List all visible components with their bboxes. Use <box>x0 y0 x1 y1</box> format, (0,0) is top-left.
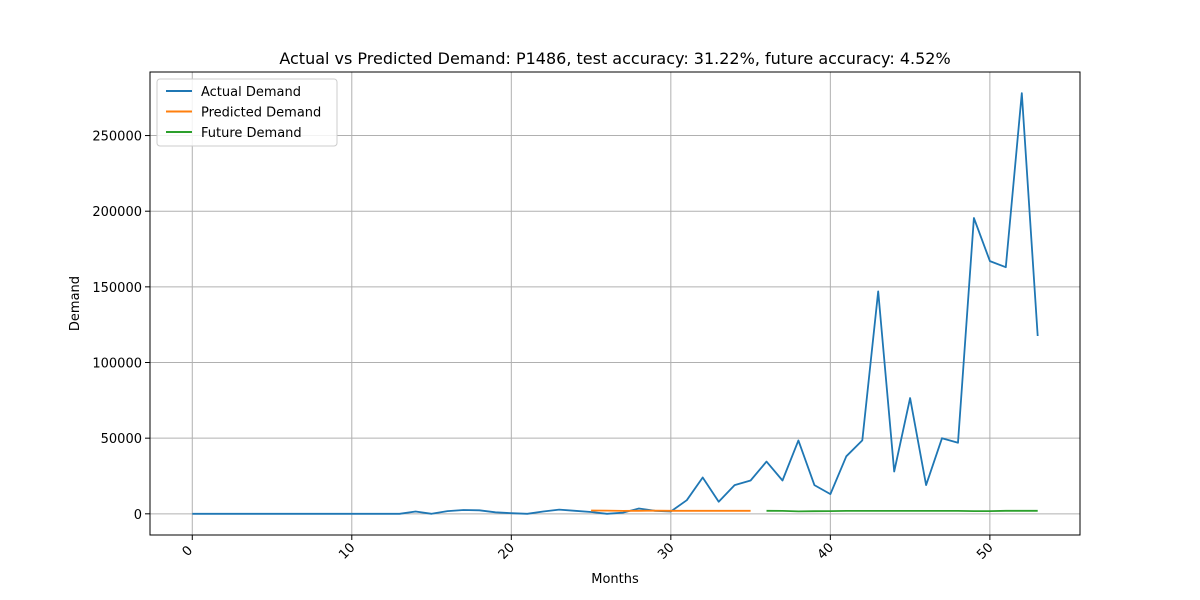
chart-title: Actual vs Predicted Demand: P1486, test … <box>279 49 950 68</box>
legend-label: Predicted Demand <box>201 106 321 121</box>
x-axis-ticks: 0 10 20 30 40 50 <box>180 535 997 563</box>
x-tick-label: 50 <box>974 540 996 562</box>
y-tick-label: 200000 <box>92 205 142 220</box>
x-tick-label: 20 <box>496 540 518 562</box>
x-tick-label: 10 <box>336 540 358 562</box>
y-tick-label: 50000 <box>101 432 142 447</box>
x-axis-title: Months <box>591 572 639 587</box>
y-tick-label: 0 <box>134 508 142 523</box>
y-tick-label: 250000 <box>92 130 142 145</box>
x-tick-label: 0 <box>180 543 196 559</box>
y-tick-label: 150000 <box>92 281 142 296</box>
y-axis-title: Demand <box>68 276 83 331</box>
series-lines <box>192 92 1039 515</box>
y-tick-label: 100000 <box>92 357 142 372</box>
legend-label: Future Demand <box>201 126 302 141</box>
x-tick-label: 30 <box>655 540 677 562</box>
legend-box <box>156 78 338 147</box>
x-tick-label: 40 <box>815 540 837 562</box>
y-axis-ticks: 0 50000 100000 150000 200000 250000 <box>92 130 150 523</box>
plot-frame <box>149 71 1081 536</box>
legend-label: Actual Demand <box>201 85 301 100</box>
series-line-actual-demand <box>192 92 1039 515</box>
legend: Actual Demand Predicted Demand Future Dema… <box>156 78 338 147</box>
series-line-future-demand <box>766 509 1038 513</box>
